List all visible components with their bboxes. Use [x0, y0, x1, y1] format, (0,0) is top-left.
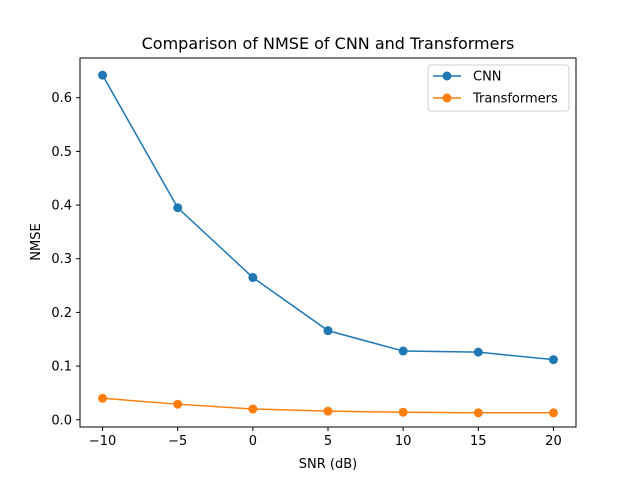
- x-tick-label: −5: [168, 434, 187, 449]
- legend: CNN Transformers: [427, 64, 570, 112]
- y-tick-label: 0.2: [51, 306, 72, 321]
- cnn-data-point: [473, 347, 483, 357]
- transformers-data-point: [173, 399, 183, 409]
- cnn-data-point: [548, 355, 558, 365]
- transformers-data-point: [548, 408, 558, 418]
- transformers-data-point: [473, 408, 483, 418]
- legend-box: [427, 64, 570, 112]
- x-tick-label: −10: [89, 434, 116, 449]
- y-tick-label: 0.3: [51, 252, 72, 267]
- x-tick-label: 5: [324, 434, 332, 449]
- legend-marker-cnn: [442, 71, 452, 81]
- legend-marker-transformers: [442, 93, 452, 103]
- y-axis-ticks: 0.0 0.1 0.2 0.3 0.4 0.5 0.6: [51, 91, 80, 428]
- cnn-data-point: [173, 203, 183, 213]
- y-tick-label: 0.4: [51, 199, 72, 214]
- y-tick-label: 0.1: [51, 360, 72, 375]
- transformers-data-point: [398, 407, 408, 417]
- y-tick-label: 0.0: [51, 413, 72, 428]
- transformers-data-point: [98, 393, 108, 403]
- cnn-data-point: [398, 346, 408, 356]
- transformers-data-point: [248, 404, 258, 414]
- transformers-data-point: [323, 406, 333, 416]
- x-tick-label: 10: [395, 434, 412, 449]
- x-tick-label: 0: [249, 434, 257, 449]
- legend-label-transformers: Transformers: [472, 92, 558, 107]
- chart-title: Comparison of NMSE of CNN and Transforme…: [142, 34, 515, 53]
- x-axis-label: SNR (dB): [299, 457, 357, 472]
- cnn-data-point: [248, 273, 258, 283]
- x-axis-ticks: −10 −5 0 5 10 15 20: [89, 427, 562, 449]
- x-tick-label: 20: [545, 434, 562, 449]
- y-axis-label: NMSE: [29, 223, 44, 260]
- y-tick-label: 0.6: [51, 91, 72, 106]
- plot-area: [98, 70, 558, 418]
- cnn-data-point: [323, 326, 333, 336]
- x-tick-label: 15: [470, 434, 487, 449]
- legend-label-cnn: CNN: [473, 70, 502, 85]
- y-tick-label: 0.5: [51, 145, 72, 160]
- cnn-data-point: [98, 70, 108, 80]
